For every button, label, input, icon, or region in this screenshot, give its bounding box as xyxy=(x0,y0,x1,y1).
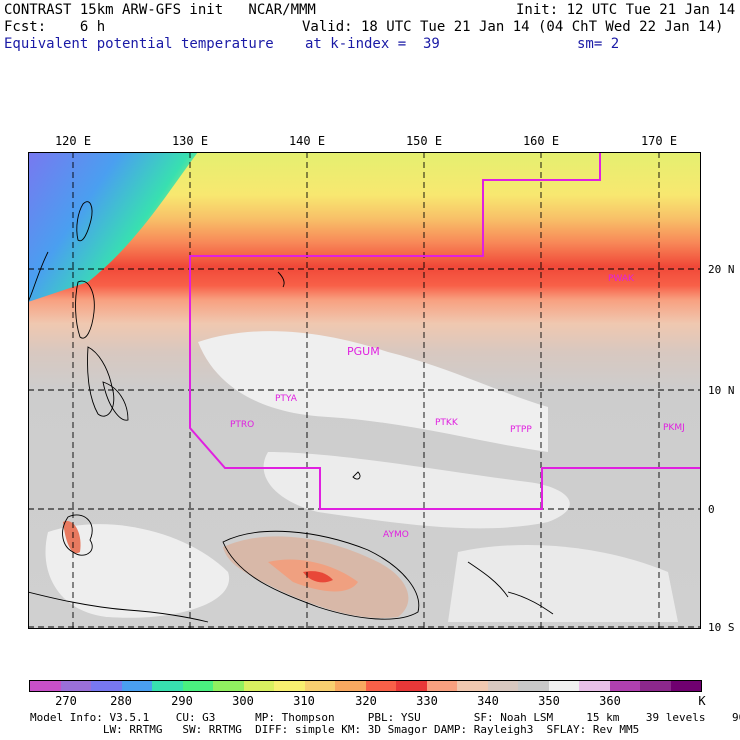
colorbar-label: 340 xyxy=(477,694,499,708)
colorbar-swatch xyxy=(30,681,61,691)
colorbar-label: 350 xyxy=(538,694,560,708)
colorbar-swatch xyxy=(487,681,519,691)
colorbar-swatch xyxy=(152,681,183,691)
lat-lon-grid xyxy=(28,152,701,629)
lon-label-130: 130 E xyxy=(171,134,209,148)
colorbar-swatch xyxy=(609,681,641,691)
station-ptya: PTYA xyxy=(275,394,298,404)
colorbar-swatch xyxy=(243,681,275,691)
colorbar-label: 280 xyxy=(110,694,132,708)
smoothing: sm= 2 xyxy=(577,36,620,52)
station-ptro: PTRO xyxy=(230,420,254,430)
colorbar-swatch xyxy=(396,681,427,691)
lat-label-10s: 10 S xyxy=(708,621,735,634)
forecast-hour: Fcst: 6 h xyxy=(4,19,106,35)
colorbar-label: 310 xyxy=(293,694,315,708)
moist-region-a xyxy=(198,331,548,452)
new-guinea-peak xyxy=(303,571,333,583)
lon-label-140: 140 E xyxy=(288,134,326,148)
colorbar-swatch xyxy=(548,681,580,691)
colorbar-swatch xyxy=(426,681,458,691)
station-aymo: AYMO xyxy=(383,530,409,540)
header-title: CONTRAST 15km ARW-GFS init NCAR/MMM xyxy=(4,2,316,18)
lon-label-170: 170 E xyxy=(640,134,678,148)
mindanao-coast xyxy=(102,381,129,421)
station-pkmj: PKMJ xyxy=(663,423,685,433)
new-guinea-coast xyxy=(222,530,420,620)
sulawesi-terrain xyxy=(63,521,81,554)
bismarck-coast xyxy=(467,561,509,598)
colorbar-swatch xyxy=(91,681,122,691)
fir-boundary xyxy=(189,152,701,510)
level-index: at k-index = 39 xyxy=(305,36,440,52)
colorbar-label: 360 xyxy=(599,694,621,708)
colorbar-swatch xyxy=(518,681,549,691)
colorbar-label: 330 xyxy=(416,694,438,708)
colorbar-swatch xyxy=(365,681,397,691)
philippines-coast xyxy=(87,346,115,417)
map-frame xyxy=(28,152,701,629)
colorbar-swatch xyxy=(274,681,305,691)
lon-label-160: 160 E xyxy=(522,134,560,148)
lat-label-20n: 20 N xyxy=(708,263,735,276)
java-coast xyxy=(28,591,209,623)
station-ptkk: PTKK xyxy=(435,418,459,428)
cold-air-shading xyxy=(28,152,198,302)
field-name: Equivalent potential temperature xyxy=(4,36,274,52)
moist-region-d xyxy=(448,544,678,622)
mariana-islands xyxy=(277,271,285,288)
lon-label-120: 120 E xyxy=(54,134,92,148)
colorbar-swatch xyxy=(579,681,610,691)
coastlines xyxy=(28,201,554,623)
colorbar-swatch xyxy=(121,681,153,691)
colorbar-swatch xyxy=(670,681,702,691)
colorbar-swatch xyxy=(182,681,214,691)
colorbar-swatch xyxy=(304,681,336,691)
lat-label-10n: 10 N xyxy=(708,384,735,397)
sulawesi-coast xyxy=(62,514,93,556)
colorbar-swatch xyxy=(640,681,671,691)
theta-e-map: PWAK PGUM PTYA PTRO PTKK PTPP PKMJ AYMO xyxy=(28,152,701,629)
small-island xyxy=(352,471,361,480)
station-pgum: PGUM xyxy=(347,345,380,358)
model-info-line1: Model Info: V3.5.1 CU: G3 MP: Thompson P… xyxy=(30,711,740,724)
colorbar-label: 320 xyxy=(355,694,377,708)
init-time: Init: 12 UTC Tue 21 Jan 14 xyxy=(516,2,736,18)
asia-coast xyxy=(28,251,49,303)
lat-label-0: 0 xyxy=(708,503,715,516)
colorbar xyxy=(29,680,702,692)
model-info-line2: LW: RRTMG SW: RRTMG DIFF: simple KM: 3D … xyxy=(30,723,640,736)
station-pwak: PWAK xyxy=(608,274,635,284)
solomon-coast xyxy=(507,591,554,615)
colorbar-unit: K xyxy=(698,694,706,708)
colorbar-swatch xyxy=(213,681,244,691)
taiwan-coast xyxy=(76,201,93,242)
luzon-coast xyxy=(75,280,95,339)
lon-label-150: 150 E xyxy=(405,134,443,148)
colorbar-label: 270 xyxy=(55,694,77,708)
colorbar-swatch xyxy=(457,681,488,691)
colorbar-swatch xyxy=(335,681,366,691)
valid-time: Valid: 18 UTC Tue 21 Jan 14 (04 ChT Wed … xyxy=(302,19,724,35)
colorbar-label: 300 xyxy=(232,694,254,708)
moist-region-c xyxy=(45,524,230,618)
station-ptpp: PTPP xyxy=(510,425,532,435)
colorbar-swatch xyxy=(60,681,92,691)
colorbar-label: 290 xyxy=(171,694,193,708)
